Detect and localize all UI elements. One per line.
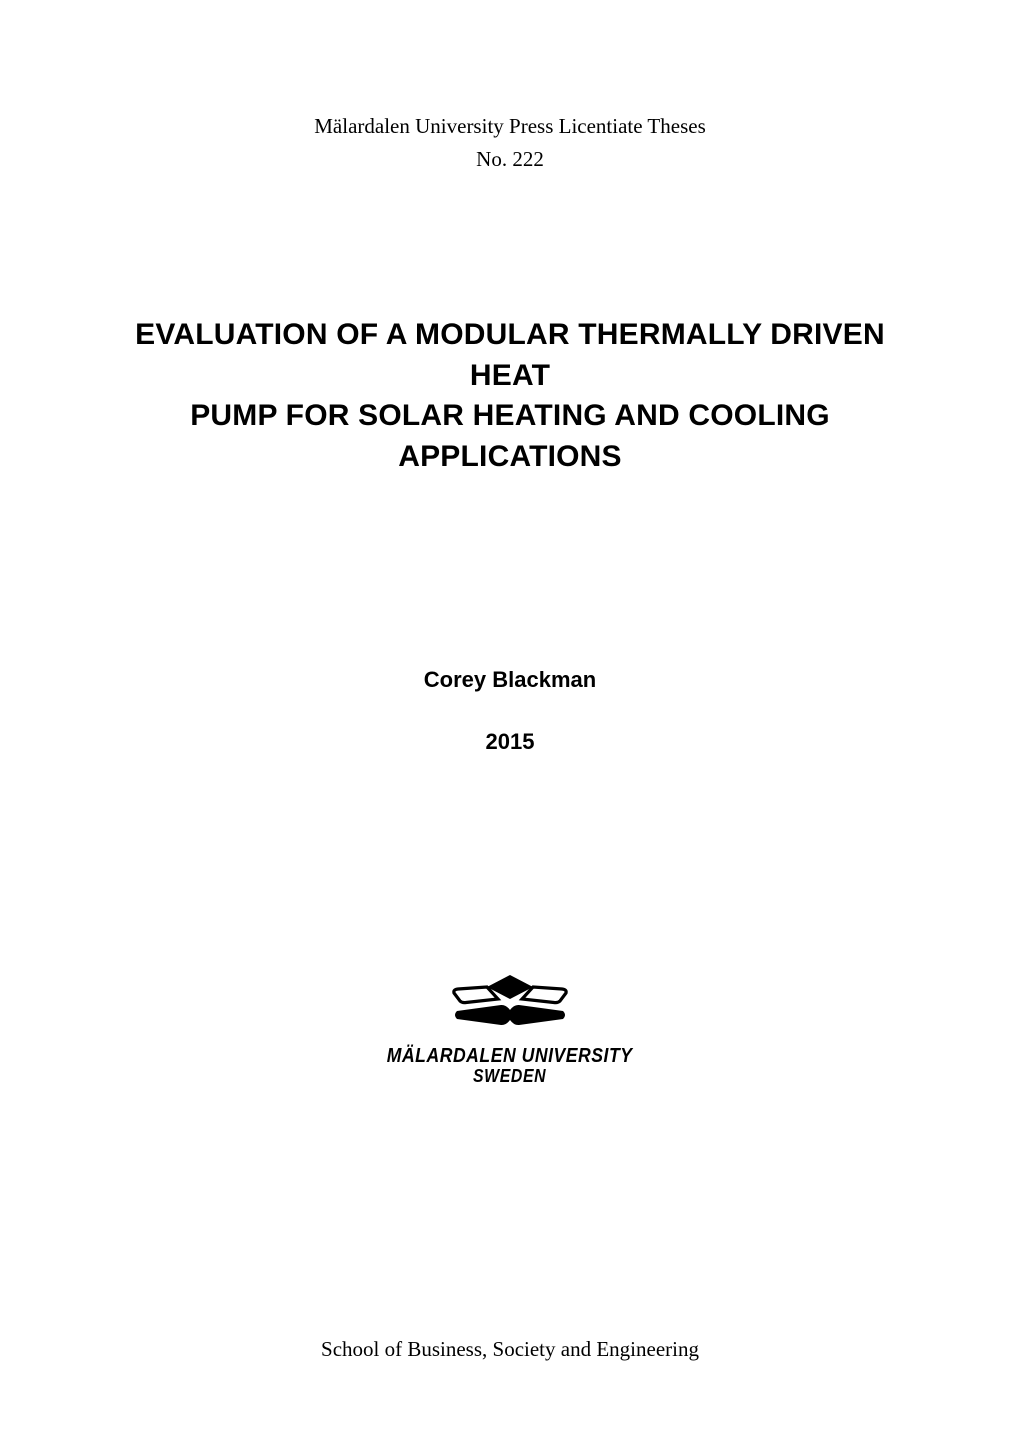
logo-text-sub: SWEDEN <box>473 1067 546 1087</box>
thesis-title: EVALUATION OF A MODULAR THERMALLY DRIVEN… <box>100 315 920 477</box>
title-line-1: EVALUATION OF A MODULAR THERMALLY DRIVEN… <box>100 315 920 396</box>
logo-text-main: MÄLARDALEN UNIVERSITY <box>387 1045 633 1067</box>
title-line-2: PUMP FOR SOLAR HEATING AND COOLING APPLI… <box>100 396 920 477</box>
author-name: Corey Blackman <box>424 667 596 693</box>
school-name: School of Business, Society and Engineer… <box>321 1337 699 1362</box>
series-line-1: Mälardalen University Press Licentiate T… <box>314 110 706 143</box>
publication-year: 2015 <box>486 729 535 755</box>
title-page: Mälardalen University Press Licentiate T… <box>0 0 1020 1442</box>
university-logo: MÄLARDALEN UNIVERSITY SWEDEN <box>370 975 649 1087</box>
series-line-2: No. 222 <box>314 143 706 176</box>
malardalen-logo-icon <box>451 975 569 1037</box>
series-block: Mälardalen University Press Licentiate T… <box>314 110 706 175</box>
